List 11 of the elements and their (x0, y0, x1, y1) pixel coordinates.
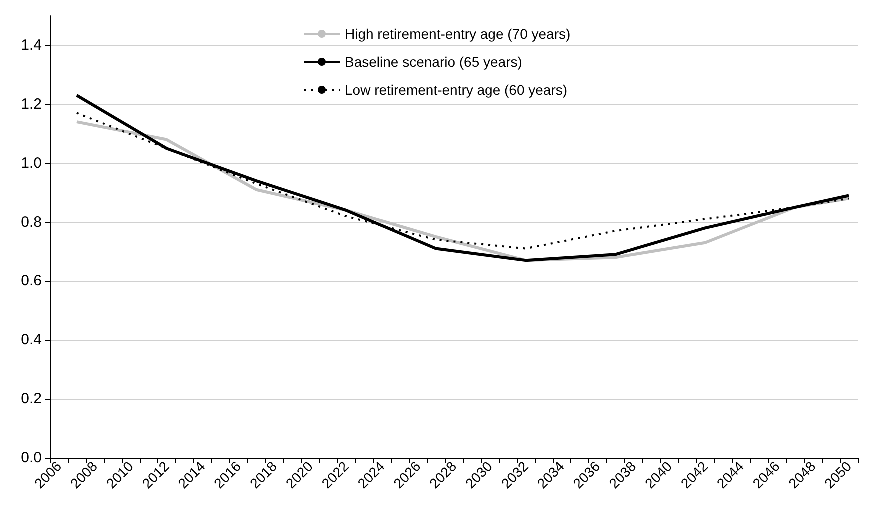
y-tick-label: 0.0 (21, 450, 42, 466)
legend-label: Baseline scenario (65 years) (345, 54, 522, 70)
y-tick-label: 0.4 (21, 332, 42, 349)
legend-label: High retirement-entry age (70 years) (345, 26, 571, 42)
y-tick-label: 1.4 (21, 36, 42, 54)
legend-label: Low retirement-entry age (60 years) (345, 82, 568, 98)
y-tick-label: 0.8 (21, 214, 42, 231)
y-tick-label: 0.2 (21, 390, 42, 408)
y-tick-label: 0.6 (21, 272, 42, 290)
y-tick-label: 1.2 (21, 96, 42, 113)
y-tick-label: 1.0 (21, 154, 42, 172)
